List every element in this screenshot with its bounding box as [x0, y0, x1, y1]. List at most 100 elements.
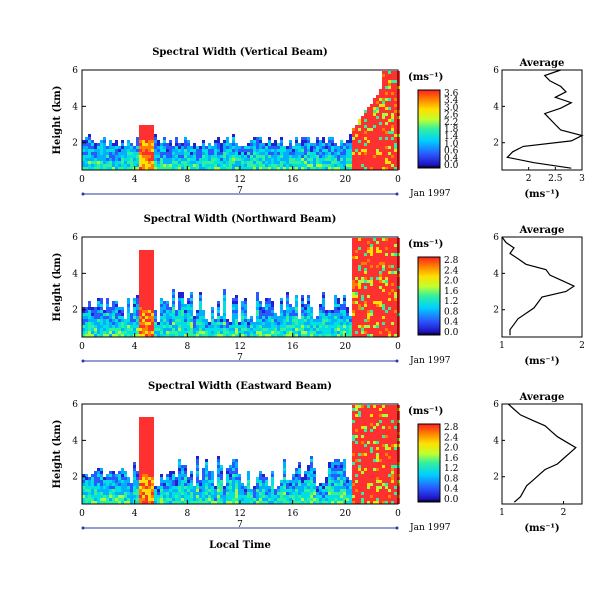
heatmap-cell — [202, 489, 205, 492]
heatmap-cell — [391, 408, 394, 411]
heatmap-cell — [358, 426, 361, 429]
heatmap-cell — [304, 155, 307, 158]
heatmap-cell — [199, 501, 202, 504]
heatmap-cell — [352, 143, 355, 146]
heatmap-cell — [232, 471, 235, 474]
heatmap-cell — [373, 477, 376, 480]
heatmap-cell — [265, 498, 268, 501]
heatmap-cell — [223, 146, 226, 149]
heatmap-cell — [352, 161, 355, 164]
heatmap-cell — [379, 450, 382, 453]
heatmap-cell — [310, 468, 313, 471]
heatmap-cell — [334, 149, 337, 152]
heatmap-cell — [367, 331, 370, 334]
heatmap-cell — [277, 495, 280, 498]
heatmap-cell — [331, 492, 334, 495]
heatmap-cell — [385, 453, 388, 456]
heatmap-cell — [94, 155, 97, 158]
heatmap-cell — [349, 167, 352, 170]
heatmap-cell — [382, 304, 385, 307]
heatmap-cell — [376, 104, 379, 107]
heatmap-cell — [346, 334, 349, 337]
heatmap-cell — [385, 74, 388, 77]
heatmap-cell — [307, 322, 310, 325]
heatmap-cell — [160, 331, 163, 334]
heatmap-cell — [199, 149, 202, 152]
heatmap-cell — [268, 319, 271, 322]
heatmap-cell — [268, 137, 271, 140]
heatmap-cell — [178, 301, 181, 304]
heatmap-cell — [211, 155, 214, 158]
heatmap-cell — [316, 331, 319, 334]
heatmap-cell — [340, 140, 343, 143]
heatmap-cell — [184, 149, 187, 152]
heatmap-cell — [268, 158, 271, 161]
heatmap-cell — [388, 77, 391, 80]
heatmap-cell — [388, 101, 391, 104]
heatmap-cell — [364, 134, 367, 137]
colorbar-tick-label: 3.4 — [444, 96, 459, 106]
heatmap-cell — [220, 474, 223, 477]
heatmap-cell — [133, 328, 136, 331]
heatmap-cell — [190, 480, 193, 483]
heatmap-cell — [139, 149, 142, 152]
heatmap-cell — [394, 498, 397, 501]
heatmap-cell — [301, 161, 304, 164]
heatmap-cell — [187, 328, 190, 331]
heatmap-cell — [148, 146, 151, 149]
heatmap-cell — [142, 155, 145, 158]
heatmap-cell — [211, 501, 214, 504]
heatmap-cell — [262, 501, 265, 504]
heatmap-cell — [385, 92, 388, 95]
heatmap-cell — [361, 420, 364, 423]
heatmap-cell — [145, 471, 148, 474]
y-tick-label: 2 — [72, 473, 78, 483]
heatmap-cell — [97, 152, 100, 155]
heatmap-cell — [139, 301, 142, 304]
heatmap-cell — [124, 164, 127, 167]
heatmap-cell — [136, 164, 139, 167]
heatmap-cell — [127, 489, 130, 492]
heatmap-cell — [373, 104, 376, 107]
heatmap-cell — [328, 480, 331, 483]
heatmap-cell — [109, 307, 112, 310]
heatmap-cell — [208, 161, 211, 164]
heatmap-cell — [370, 274, 373, 277]
heatmap-cell — [367, 495, 370, 498]
heatmap-cell — [370, 238, 373, 241]
avg-frame — [501, 69, 583, 171]
heatmap-cell — [109, 501, 112, 504]
heatmap-cell — [121, 501, 124, 504]
colorbar-tick-label: 2.0 — [444, 444, 459, 454]
heatmap-cell — [361, 414, 364, 417]
chart-panel-2: Spectral Width (Northward Beam)0 4 8 12 16 20… — [52, 214, 585, 367]
heatmap-cell — [223, 143, 226, 146]
heatmap-cell — [256, 146, 259, 149]
heatmap-cell — [94, 483, 97, 486]
heatmap-cell — [394, 408, 397, 411]
heatmap-cell — [394, 283, 397, 286]
heatmap-cell — [292, 474, 295, 477]
heatmap-cell — [145, 134, 148, 137]
heatmap-cell — [271, 474, 274, 477]
heatmap-cell — [277, 492, 280, 495]
heatmap-cell — [343, 149, 346, 152]
heatmap-cell — [142, 289, 145, 292]
heatmap-cell — [280, 310, 283, 313]
heatmap-cell — [355, 420, 358, 423]
heatmap-cell — [304, 498, 307, 501]
heatmap-cell — [235, 149, 238, 152]
heatmap-cell — [373, 158, 376, 161]
heatmap-cell — [304, 158, 307, 161]
heatmap-cell — [148, 325, 151, 328]
heatmap-cell — [226, 164, 229, 167]
heatmap-cell — [178, 489, 181, 492]
heatmap-cell — [217, 152, 220, 155]
heatmap-cell — [385, 283, 388, 286]
heatmap-cell — [121, 319, 124, 322]
heatmap-cell — [82, 334, 85, 337]
heatmap-cell — [124, 155, 127, 158]
heatmap-cell — [361, 331, 364, 334]
heatmap-cell — [148, 420, 151, 423]
heatmap-cell — [124, 486, 127, 489]
